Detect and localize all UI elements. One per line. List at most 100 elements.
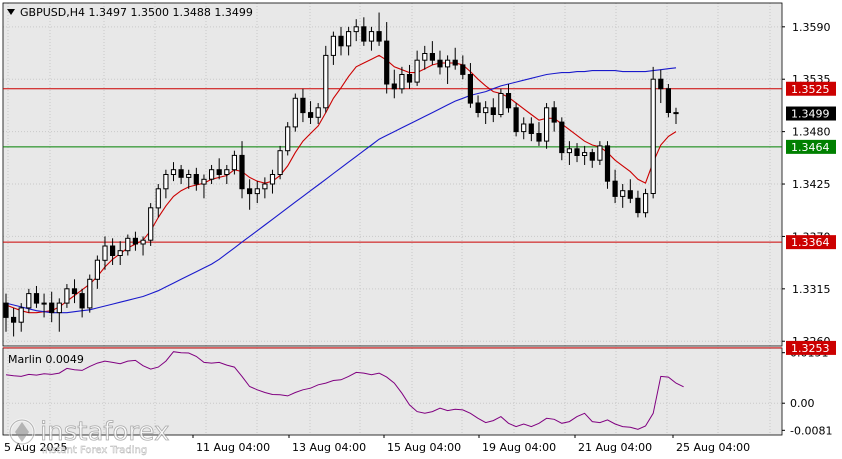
marlin-line	[5, 351, 684, 430]
candle-body-bull	[368, 31, 375, 42]
candle-body-bear	[612, 180, 618, 197]
candle	[292, 93, 298, 132]
candle	[521, 117, 527, 140]
candle	[582, 145, 588, 165]
candle	[551, 101, 557, 132]
candle	[330, 31, 336, 65]
level-badge-1: 1.3464	[786, 139, 836, 154]
candle	[498, 88, 504, 118]
candle-body-bull	[18, 307, 24, 323]
candle	[170, 162, 177, 182]
level-badge-0: 1.3525	[786, 81, 836, 96]
time-axis: 11 Aug 04:00 13 Aug 04:00 15 Aug 04:00 19 A…	[4, 435, 750, 454]
candle-body-bear	[110, 245, 116, 256]
candle	[94, 255, 101, 289]
candle	[376, 12, 382, 46]
candle	[11, 307, 17, 337]
candle	[399, 66, 405, 94]
candle	[33, 285, 40, 308]
candle-body-bear	[604, 145, 611, 182]
candle-body-bull	[521, 123, 527, 133]
candle	[269, 169, 276, 194]
candle	[79, 288, 85, 318]
candle-body-bull	[262, 183, 268, 190]
current-price-badge: 1.3499	[786, 106, 836, 121]
current-price-badge-box	[786, 106, 836, 121]
candle-body-bull	[544, 107, 550, 142]
candle	[452, 47, 458, 70]
candle	[87, 274, 93, 313]
candle-body-bear	[384, 40, 390, 85]
candle	[300, 88, 306, 123]
candle-body-bull	[209, 169, 215, 180]
candle	[110, 238, 116, 266]
candle-body-bull	[26, 293, 32, 309]
candle-body-bull	[323, 54, 329, 109]
candle	[148, 203, 154, 246]
time-tick-label: 21 Aug 04:00	[578, 441, 652, 454]
candle	[391, 69, 397, 99]
candle	[193, 167, 199, 191]
candle-body-bear	[536, 133, 542, 142]
candle-body-bull	[231, 154, 238, 171]
osc-tick-label: -0.0081	[790, 424, 832, 437]
candle-body-bear	[79, 293, 85, 309]
candle	[71, 279, 78, 304]
candle	[239, 141, 245, 199]
candle	[627, 179, 633, 204]
candle-body-bull	[41, 302, 47, 305]
candle-body-bear	[406, 74, 413, 83]
candle	[414, 50, 420, 86]
candle-body-bull	[597, 145, 603, 161]
candle-body-bull	[201, 178, 207, 185]
candle-body-bull	[117, 250, 123, 256]
candle-body-bull	[414, 59, 420, 83]
candle-body-bear	[193, 174, 199, 185]
candle	[612, 169, 618, 204]
candle-body-bear	[132, 237, 139, 245]
candle-body-bull	[64, 288, 70, 304]
candle-body-bear	[528, 123, 534, 134]
candle-body-bear	[589, 152, 595, 161]
time-tick-label: 13 Aug 04:00	[292, 441, 366, 454]
candle	[64, 284, 70, 308]
candle-body-bear	[3, 302, 9, 318]
candle-body-bull	[125, 237, 131, 252]
time-tick-label: 25 Aug 04:00	[676, 441, 750, 454]
candle	[368, 26, 375, 51]
time-tick-label: 19 Aug 04:00	[482, 441, 556, 454]
candle-body-bull	[315, 107, 321, 118]
candle	[224, 164, 230, 185]
candle	[467, 63, 473, 108]
candle	[475, 95, 481, 118]
candle-body-bear	[247, 188, 253, 195]
candle	[650, 66, 656, 199]
candle-body-bull	[566, 148, 572, 154]
time-tick-label: 15 Aug 04:00	[387, 441, 461, 454]
candle-body-bear	[239, 154, 245, 190]
candle	[566, 141, 572, 165]
candle-body-bull	[155, 188, 161, 209]
candle-body-bear	[300, 97, 306, 114]
candle-body-bull	[94, 259, 101, 280]
candle	[597, 141, 603, 165]
grid-lines	[2, 2, 783, 436]
candle	[315, 103, 321, 125]
level-badge-0-text: 1.3525	[791, 83, 830, 96]
dropdown-triangle-icon[interactable]	[7, 9, 15, 15]
candle	[353, 19, 359, 42]
candle-body-bull	[643, 193, 649, 214]
candle-body-bear	[505, 93, 512, 109]
candle	[604, 141, 611, 189]
candle	[620, 184, 626, 208]
candle-body-bear	[460, 64, 466, 75]
indicator-plot-area	[3, 348, 782, 435]
candle-body-bull	[620, 190, 626, 197]
candle	[536, 122, 542, 146]
candle	[49, 291, 55, 323]
candle-body-bull	[582, 152, 588, 157]
candle	[254, 181, 260, 204]
candle	[460, 55, 466, 80]
candlestick-series	[3, 12, 679, 337]
candle-body-bear	[574, 148, 580, 157]
